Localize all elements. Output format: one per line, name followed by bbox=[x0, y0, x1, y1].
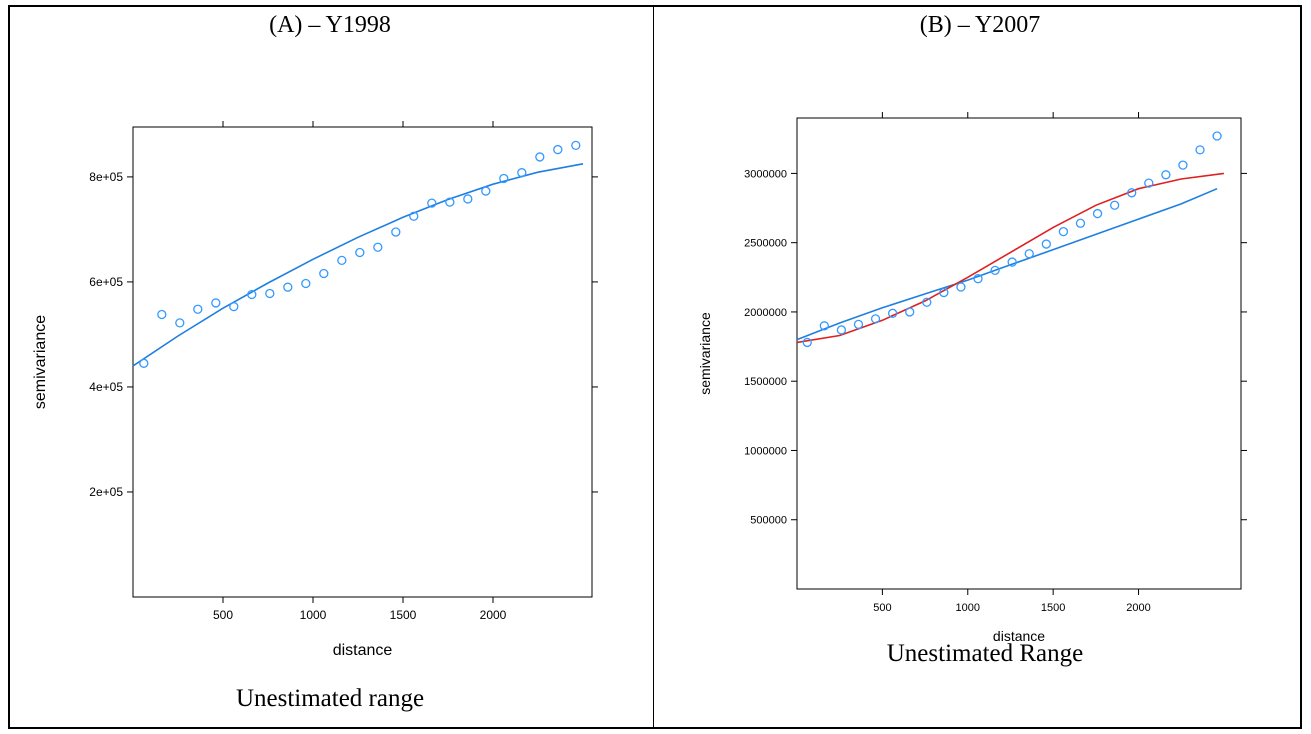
a-data-point bbox=[553, 144, 563, 155]
b-data-point bbox=[853, 319, 864, 330]
a-data-point bbox=[139, 358, 149, 368]
a-data-point bbox=[229, 301, 239, 312]
panel-b-title: (B) – Y2007 bbox=[919, 12, 1041, 38]
b-data-point bbox=[1178, 160, 1188, 170]
b-data-point bbox=[1024, 249, 1034, 259]
a-x-tick-label: 500 bbox=[213, 608, 233, 622]
b-y-tick-label: 1000000 bbox=[744, 445, 787, 457]
b-data-point bbox=[836, 325, 847, 335]
b-data-point bbox=[1007, 257, 1017, 267]
a-y-tick-label: 8e+05 bbox=[89, 170, 123, 184]
a-data-point bbox=[265, 288, 275, 299]
b-data-point bbox=[819, 321, 829, 331]
a-data-point bbox=[409, 211, 419, 221]
a-data-point bbox=[175, 318, 185, 328]
b-x-tick-label: 500 bbox=[873, 602, 891, 614]
a-data-point bbox=[481, 186, 491, 196]
b-data-point bbox=[1144, 178, 1154, 188]
a-data-point bbox=[283, 282, 293, 292]
a-data-point bbox=[427, 198, 437, 208]
a-y-tick-label: 2e+05 bbox=[89, 485, 123, 499]
b-fit-line-1 bbox=[796, 187, 1218, 341]
b-x-axis-label: distance bbox=[993, 628, 1045, 644]
b-data-point bbox=[1109, 200, 1120, 210]
b-data-point bbox=[1195, 145, 1205, 155]
a-data-point bbox=[499, 173, 509, 184]
b-x-tick-label: 1500 bbox=[1041, 602, 1065, 614]
b-y-axis-label: semivariance bbox=[697, 312, 713, 395]
b-y-tick-label: 500000 bbox=[750, 515, 787, 527]
b-data-point bbox=[1212, 131, 1222, 141]
a-data-point bbox=[355, 247, 365, 258]
column-divider bbox=[653, 5, 654, 729]
b-data-point bbox=[956, 282, 966, 292]
a-x-tick-label: 1500 bbox=[390, 608, 417, 622]
a-data-point bbox=[445, 197, 455, 207]
b-data-point bbox=[1041, 239, 1051, 249]
b-y-tick-label: 1500000 bbox=[744, 376, 787, 388]
b-y-tick-label: 2500000 bbox=[744, 238, 787, 250]
a-data-point bbox=[247, 289, 257, 300]
a-data-point bbox=[571, 140, 581, 151]
b-data-point bbox=[1075, 218, 1086, 228]
a-data-point bbox=[535, 152, 545, 162]
b-y-tick-label: 3000000 bbox=[744, 168, 787, 180]
panel-b-caption: Unestimated Range bbox=[886, 640, 1084, 667]
a-y-axis-label: semivariance bbox=[32, 315, 49, 409]
b-plot-frame bbox=[796, 117, 1242, 590]
b-data-point bbox=[887, 308, 898, 318]
b-data-point bbox=[1092, 208, 1103, 219]
a-data-point bbox=[517, 168, 527, 178]
a-x-tick-label: 2000 bbox=[480, 608, 507, 622]
a-data-point bbox=[391, 227, 401, 237]
b-data-point bbox=[1127, 188, 1137, 198]
a-x-axis-label: distance bbox=[333, 642, 393, 659]
b-data-point bbox=[1058, 226, 1069, 237]
a-y-tick-label: 4e+05 bbox=[89, 380, 123, 394]
panel-a-title: (A) – Y1998 bbox=[269, 12, 391, 38]
a-data-point bbox=[373, 242, 383, 252]
a-data-point bbox=[211, 298, 221, 308]
b-data-point bbox=[973, 274, 983, 284]
a-data-point bbox=[337, 255, 347, 266]
a-plot-frame bbox=[132, 126, 593, 598]
a-fit-line-1 bbox=[132, 163, 584, 367]
b-data-point bbox=[939, 287, 949, 298]
b-y-tick-label: 2000000 bbox=[744, 307, 787, 319]
a-data-point bbox=[301, 278, 311, 289]
panel-a-caption: Unestimated range bbox=[235, 685, 425, 712]
b-data-point bbox=[922, 297, 932, 307]
b-data-point bbox=[905, 307, 915, 317]
a-y-tick-label: 6e+05 bbox=[89, 275, 123, 289]
a-x-tick-label: 1000 bbox=[300, 608, 327, 622]
a-data-point bbox=[319, 268, 329, 279]
b-data-point bbox=[870, 314, 881, 324]
b-x-tick-label: 2000 bbox=[1126, 602, 1150, 614]
b-data-point bbox=[802, 337, 812, 348]
b-data-point bbox=[990, 265, 1000, 276]
a-data-point bbox=[463, 194, 473, 204]
a-data-point bbox=[157, 309, 167, 320]
b-x-tick-label: 1000 bbox=[956, 602, 980, 614]
b-data-point bbox=[1161, 170, 1171, 180]
table-frame bbox=[8, 5, 1302, 729]
a-data-point bbox=[193, 304, 203, 314]
